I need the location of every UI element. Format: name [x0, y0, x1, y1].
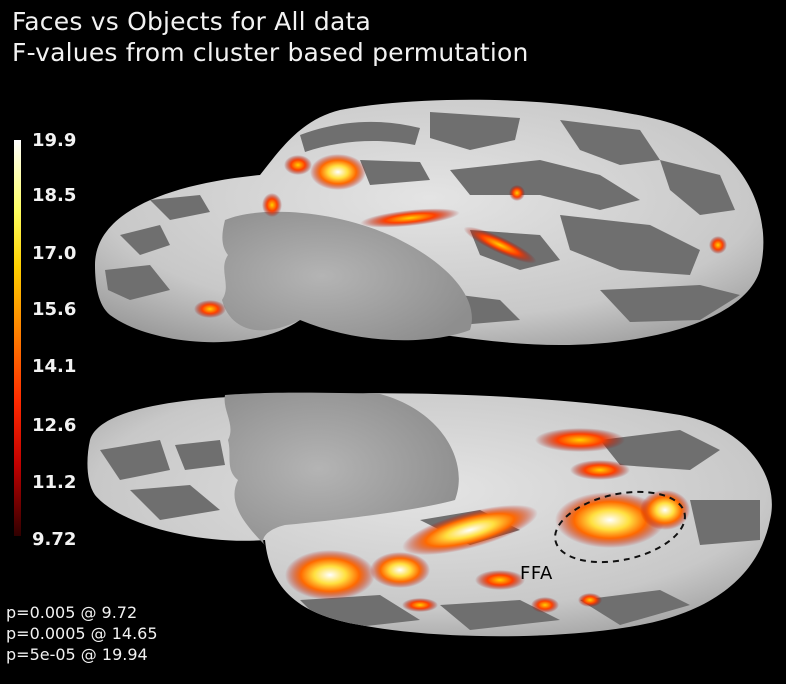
colorbar-tick: 19.9: [32, 130, 77, 151]
colorbar-tick: 17.0: [32, 243, 77, 264]
colorbar-tick: 15.6: [32, 299, 77, 320]
pvalue-line: p=0.005 @ 9.72: [6, 603, 138, 622]
top-hemisphere: [95, 99, 764, 345]
figure-title: Faces vs Objects for All data F-values f…: [12, 6, 529, 68]
colorbar: [14, 140, 21, 536]
colorbar-tick: 9.72: [32, 529, 77, 550]
colorbar-tick: 18.5: [32, 185, 77, 206]
colorbar-tick: 12.6: [32, 415, 77, 436]
ffa-outline: [554, 490, 686, 564]
title-line-1: Faces vs Objects for All data: [12, 7, 372, 36]
title-line-2: F-values from cluster based permutation: [12, 38, 529, 67]
colorbar-tick: 14.1: [32, 356, 77, 377]
pvalue-line: p=0.0005 @ 14.65: [6, 624, 158, 643]
bottom-hemisphere: [87, 392, 772, 637]
pvalue-line: p=5e-05 @ 19.94: [6, 645, 148, 664]
ffa-label: FFA: [520, 563, 553, 584]
pvalue-thresholds: p=0.005 @ 9.72 p=0.0005 @ 14.65 p=5e-05 …: [6, 602, 158, 665]
colorbar-tick: 11.2: [32, 472, 77, 493]
